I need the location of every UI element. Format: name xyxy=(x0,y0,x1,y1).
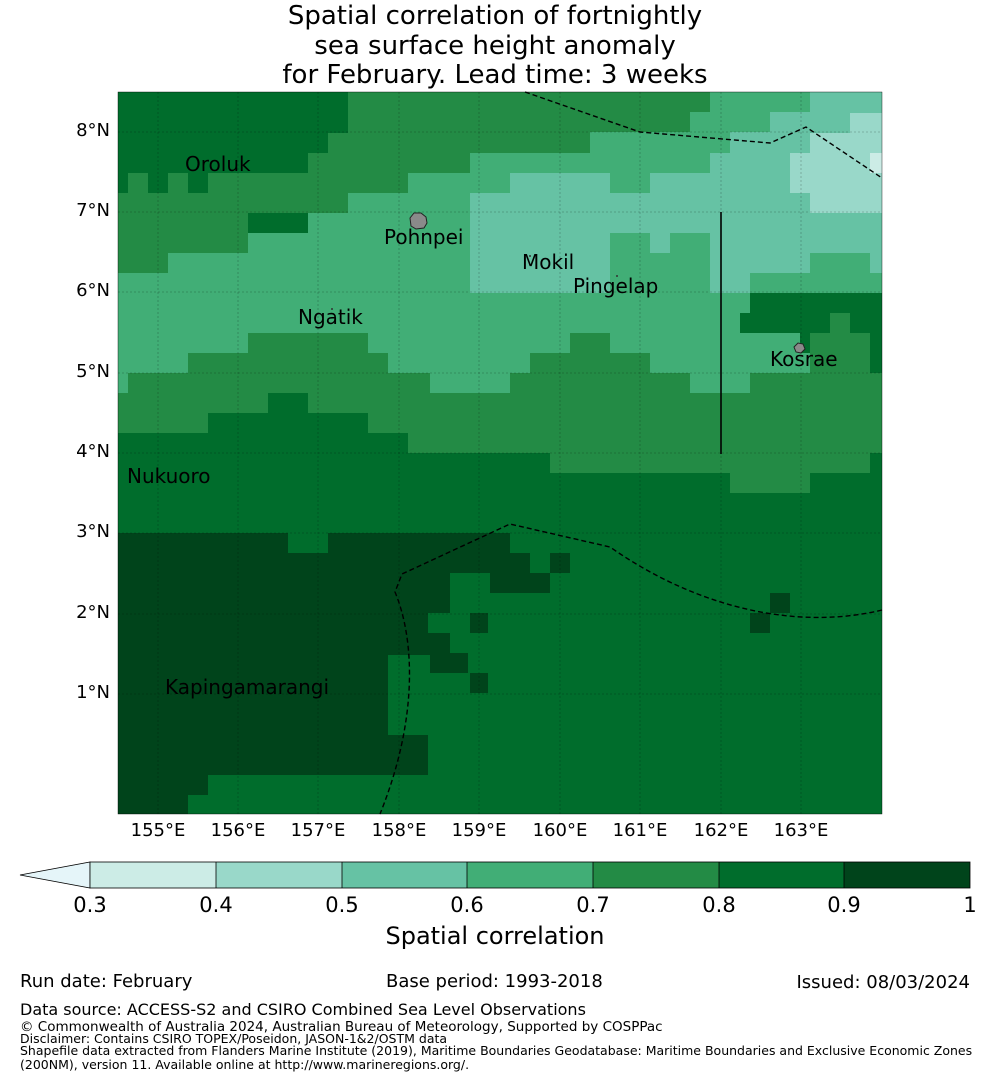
lon-label-160e: 160°E xyxy=(532,820,588,841)
map-frame xyxy=(117,91,883,815)
colorbar-title: Spatial correlation xyxy=(385,922,605,950)
mokil-island-shape xyxy=(529,255,531,257)
lon-label-159e: 159°E xyxy=(451,820,507,841)
region-corr-0.7-0.8-lower xyxy=(118,333,882,493)
lat-label-5n: 5°N xyxy=(76,361,110,382)
colorbar-segment-0.5-0.6 xyxy=(342,862,467,888)
colorbar-tick-1: 1 xyxy=(963,893,977,917)
shapefile-credit-line-2: (200NM), version 11. Available online at… xyxy=(20,1057,470,1072)
lon-label-161e: 161°E xyxy=(612,820,668,841)
colorbar-tick-0.5: 0.5 xyxy=(325,893,359,917)
colorbar-tick-0.9: 0.9 xyxy=(827,893,861,917)
region-corr-0.9-1.0-patch xyxy=(470,613,488,633)
colorbar xyxy=(19,861,971,889)
place-label-mokil: Mokil xyxy=(522,250,575,274)
run-date: Run date: February xyxy=(20,971,193,992)
colorbar-segment-0.4-0.5 xyxy=(216,862,342,888)
place-label-oroluk: Oroluk xyxy=(185,152,251,176)
colorbar-tick-0.8: 0.8 xyxy=(702,893,736,917)
place-label-pingelap: Pingelap xyxy=(573,274,659,298)
title-line-2: sea surface height anomaly xyxy=(314,30,676,61)
region-corr-0.5-0.6-east xyxy=(710,233,882,293)
lat-label-4n: 4°N xyxy=(76,441,110,462)
lat-label-7n: 7°N xyxy=(76,200,110,221)
ngatik-island-shape xyxy=(331,308,333,310)
colorbar-segment-0.9-1.0 xyxy=(844,862,970,888)
map-title: Spatial correlation of fortnightly sea s… xyxy=(0,1,990,91)
colorbar-segment-0.3-0.4 xyxy=(90,862,216,888)
lon-label-158e: 158°E xyxy=(371,820,427,841)
data-source: Data source: ACCESS-S2 and CSIRO Combine… xyxy=(20,1000,586,1019)
lon-label-157e: 157°E xyxy=(290,820,346,841)
title-line-1: Spatial correlation of fortnightly xyxy=(287,1,703,31)
place-label-kosrae: Kosrae xyxy=(770,347,838,371)
region-corr-0.9-1.0-patch xyxy=(550,553,570,573)
region-corr-0.3-0.4 xyxy=(870,153,882,173)
colorbar-tick-0.3: 0.3 xyxy=(73,893,107,917)
disclaimer: Disclaimer: Contains CSIRO TOPEX/Poseido… xyxy=(20,1031,448,1046)
lon-label-155e: 155°E xyxy=(130,820,186,841)
colorbar-tick-0.7: 0.7 xyxy=(576,893,610,917)
lon-label-162e: 162°E xyxy=(693,820,749,841)
region-corr-0.9-1.0-patch xyxy=(750,613,770,633)
colorbar-tick-0.6: 0.6 xyxy=(450,893,484,917)
region-corr-0.9-1.0-patch xyxy=(470,673,488,693)
lat-label-1n: 1°N xyxy=(76,682,110,703)
lon-label-156e: 156°E xyxy=(210,820,266,841)
lon-label-163e: 163°E xyxy=(773,820,829,841)
lat-label-8n: 8°N xyxy=(76,120,110,141)
lat-label-2n: 2°N xyxy=(76,602,110,623)
base-period: Base period: 1993-2018 xyxy=(386,971,603,992)
pingelap-island-shape xyxy=(616,275,618,277)
region-corr-0.4-0.5 xyxy=(790,113,882,213)
place-label-ngatik: Ngatik xyxy=(298,305,363,329)
colorbar-segment-0.6-0.7 xyxy=(467,862,593,888)
region-corr-0.9-1.0-patch xyxy=(770,593,790,613)
place-label-pohnpei: Pohnpei xyxy=(384,225,464,249)
colorbar-segment-0.7-0.8 xyxy=(593,862,719,888)
place-label-nukuoro: Nukuoro xyxy=(127,464,211,488)
place-label-kapingamarangi: Kapingamarangi xyxy=(165,675,330,699)
lat-label-3n: 3°N xyxy=(76,521,110,542)
pohnpei-island-shape xyxy=(409,212,428,230)
issued-date: Issued: 08/03/2024 xyxy=(796,972,970,993)
lat-label-6n: 6°N xyxy=(76,280,110,301)
title-line-3: for February. Lead time: 3 weeks xyxy=(282,60,708,90)
colorbar-under-triangle xyxy=(19,861,91,889)
colorbar-tick-0.4: 0.4 xyxy=(199,893,233,917)
copyright-notice: © Commonwealth of Australia 2024, Austra… xyxy=(20,1019,663,1035)
region-corr-0.7-0.8-upper xyxy=(118,92,710,273)
eez-boundaries xyxy=(379,91,883,815)
colorbar-segment-0.8-0.9 xyxy=(719,862,844,888)
shapefile-credit-line-1: Shapefile data extracted from Flanders M… xyxy=(20,1043,973,1058)
kosrae-island-shape xyxy=(793,342,806,354)
correlation-map xyxy=(117,91,883,815)
region-corr-0.5-0.6 xyxy=(470,92,882,293)
region-corr-0.9-1.0 xyxy=(118,533,550,814)
region-corr-0.7-0.8-kosrae xyxy=(810,313,870,373)
